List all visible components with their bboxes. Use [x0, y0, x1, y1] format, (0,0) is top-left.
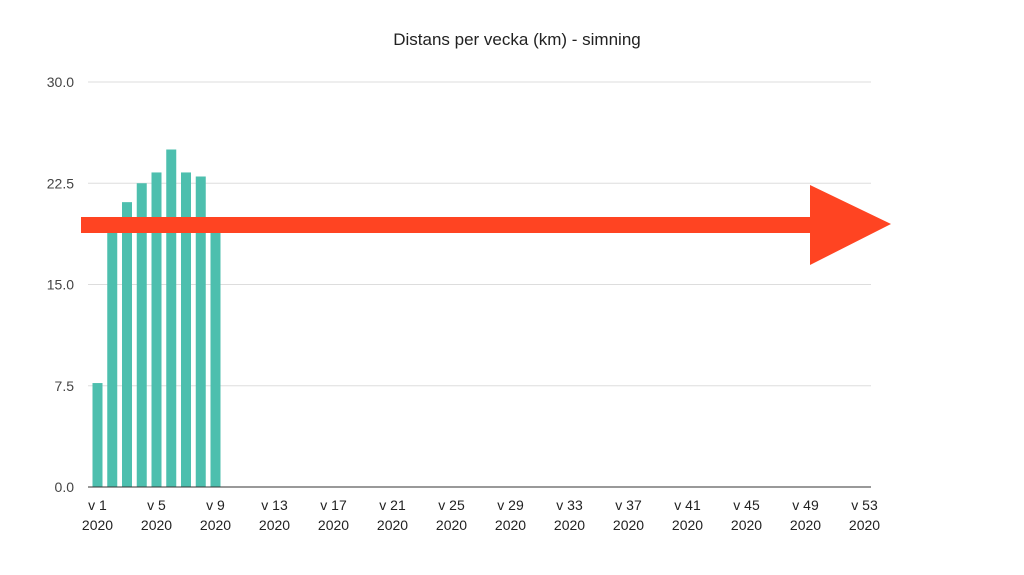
x-tick-year: 2020	[436, 517, 467, 533]
y-axis-ticks: 0.0 7.5 15.0 22.5 30.0	[47, 74, 74, 495]
bar	[151, 172, 162, 487]
x-tick-week: v 53	[851, 497, 878, 513]
x-tick-year: 2020	[790, 517, 821, 533]
x-tick-week: v 1	[88, 497, 107, 513]
y-tick-label: 15.0	[47, 277, 74, 293]
bar	[122, 202, 132, 487]
x-tick-week: v 33	[556, 497, 583, 513]
x-tick-year: 2020	[141, 517, 172, 533]
bar	[181, 172, 191, 487]
x-tick-week: v 13	[261, 497, 288, 513]
bar	[107, 223, 118, 487]
x-tick-week: v 25	[438, 497, 465, 513]
x-tick-year: 2020	[613, 517, 644, 533]
annotation-arrow	[81, 185, 891, 265]
x-tick-week: v 29	[497, 497, 524, 513]
x-tick-week: v 21	[379, 497, 406, 513]
x-tick-year: 2020	[849, 517, 880, 533]
y-tick-label: 7.5	[55, 378, 75, 394]
x-tick-week: v 9	[206, 497, 225, 513]
y-tick-label: 0.0	[55, 479, 75, 495]
y-tick-label: 30.0	[47, 74, 74, 90]
x-tick-year: 2020	[731, 517, 762, 533]
x-axis-ticks: v 1 2020 v 5 2020 v 9 2020 v 13 2020 v 17 2020 v 2…	[82, 497, 880, 533]
bar	[166, 149, 177, 487]
bar	[210, 223, 221, 487]
x-tick-week: v 5	[147, 497, 166, 513]
x-tick-week: v 45	[733, 497, 760, 513]
arrow-shape	[81, 185, 891, 265]
bar	[92, 383, 103, 487]
x-tick-year: 2020	[259, 517, 290, 533]
chart-title: Distans per vecka (km) - simning	[393, 30, 641, 49]
x-tick-year: 2020	[554, 517, 585, 533]
x-tick-week: v 17	[320, 497, 347, 513]
x-tick-year: 2020	[82, 517, 113, 533]
bar	[136, 183, 147, 487]
x-tick-week: v 41	[674, 497, 701, 513]
y-tick-label: 22.5	[47, 175, 74, 191]
bar	[195, 176, 206, 487]
x-tick-year: 2020	[672, 517, 703, 533]
x-tick-year: 2020	[318, 517, 349, 533]
x-tick-year: 2020	[495, 517, 526, 533]
x-tick-week: v 49	[792, 497, 819, 513]
x-tick-year: 2020	[377, 517, 408, 533]
x-tick-year: 2020	[200, 517, 231, 533]
bar-series	[92, 149, 221, 487]
x-tick-week: v 37	[615, 497, 642, 513]
